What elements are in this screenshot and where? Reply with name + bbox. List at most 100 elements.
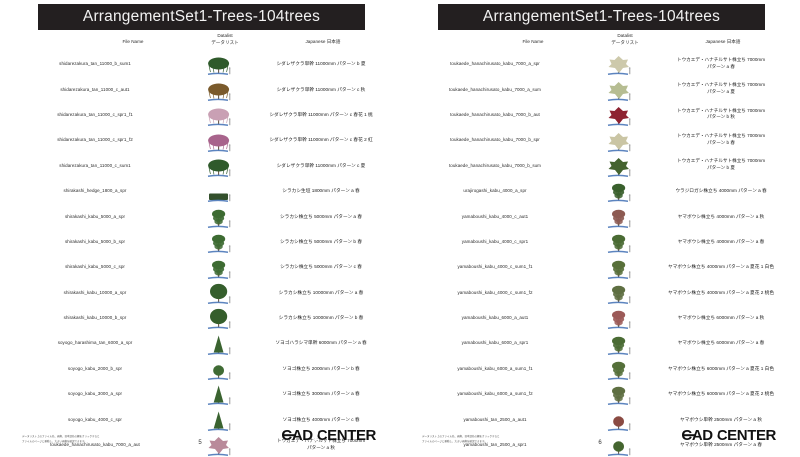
cell-thumbnail[interactable] — [190, 356, 248, 381]
cell-japanese-name[interactable]: シダレザクラ単幹 11000mm パターン c 秋 — [276, 86, 366, 92]
table-row[interactable]: yamaboushi_kabu_4000_c_sum1_f2 ヤマボウシ株立ち 4… — [400, 280, 800, 305]
cell-thumbnail[interactable] — [190, 330, 248, 355]
cell-file-name[interactable]: shirakashi_hedge_1800_a_spr — [63, 188, 127, 194]
table-row[interactable]: shidarezakura_tan_11000_c_spr1_f1 シダレザクラ単… — [0, 102, 400, 127]
cell-japanese-name[interactable]: ソヨゴハラシマ単幹 6000mm パターン a 春 — [275, 340, 367, 346]
cell-file-name[interactable]: yamaboushi_kabu_4000_c_sum1_f2 — [457, 289, 533, 295]
cell-file-name[interactable]: toukaede_hanachirusato_kabu_7000_a_sum — [449, 86, 541, 92]
table-row[interactable]: yamaboushi_kabu_4000_c_sum1_f1 ヤマボウシ株立ち 4… — [400, 254, 800, 279]
table-row[interactable]: yamaboushi_kabu_4000_c_aut1 ヤマボウシ株立ち 4000… — [400, 203, 800, 228]
table-row[interactable]: shirakashi_kabu_5000_b_spr シラカシ株立ち 5000mm… — [0, 229, 400, 254]
cell-thumbnail[interactable] — [590, 153, 648, 178]
table-row[interactable]: soyogo_kabu_2000_b_spr ソヨゴ株立ち 2000mm パターン… — [0, 356, 400, 381]
table-row[interactable]: shidarezakura_tan_11000_c_spr1_f2 シダレザクラ単… — [0, 127, 400, 152]
cell-japanese-name[interactable]: トウカエデ・ハナチルサト株立ち 7000mm パターン a 夏 — [676, 82, 766, 95]
cell-thumbnail[interactable] — [590, 178, 648, 203]
table-row[interactable]: yamaboushi_tan_2500_a_aut1 ヤマボウシ単幹 2500mm… — [400, 406, 800, 431]
cell-thumbnail[interactable] — [190, 381, 248, 406]
cell-japanese-name[interactable]: シラカシ生垣 1800mm パターン a 春 — [282, 188, 360, 194]
cell-japanese-name[interactable]: ヤマボウシ株立ち 6000mm パターン a 秋 — [677, 315, 765, 321]
table-row[interactable]: shidarezakura_tan_11000_c_aut1 シダレザクラ単幹 1… — [0, 76, 400, 101]
cell-file-name[interactable]: shirakashi_kabu_5000_a_spr — [64, 213, 126, 219]
cell-thumbnail[interactable] — [590, 280, 648, 305]
cell-file-name[interactable]: shirakashi_kabu_5000_b_spr — [64, 238, 126, 244]
cell-japanese-name[interactable]: ソヨゴ株立ち 2000mm パターン b 春 — [282, 365, 360, 371]
table-row[interactable]: toukaede_hanachirusato_kabu_7000_a_sum トウ… — [400, 76, 800, 101]
cell-file-name[interactable]: yamaboushi_kabu_4000_c_aut1 — [461, 213, 529, 219]
cell-thumbnail[interactable] — [590, 127, 648, 152]
cell-thumbnail[interactable] — [190, 51, 248, 76]
cell-thumbnail[interactable] — [190, 254, 248, 279]
cell-thumbnail[interactable] — [590, 330, 648, 355]
cell-file-name[interactable]: shirakashi_kabu_10000_b_spr — [63, 315, 127, 321]
cell-thumbnail[interactable] — [590, 305, 648, 330]
table-row[interactable]: shirakashi_kabu_10000_b_spr シラカシ株立ち 10000… — [0, 305, 400, 330]
cell-file-name[interactable]: shidarezakura_tan_11000_c_sum1 — [59, 162, 131, 168]
table-row[interactable]: yamaboushi_kabu_4000_c_spr1 ヤマボウシ株立ち 4000… — [400, 229, 800, 254]
table-row[interactable]: toukaede_hanachirusato_kabu_7000_b_spr トウ… — [400, 127, 800, 152]
table-row[interactable]: toukaede_hanachirusato_kabu_7000_b_sum トウ… — [400, 153, 800, 178]
cell-thumbnail[interactable] — [590, 102, 648, 127]
cell-thumbnail[interactable] — [190, 203, 248, 228]
cell-japanese-name[interactable]: ヤマボウシ株立ち 6000mm パターン a 春 — [677, 340, 765, 346]
table-row[interactable]: soyogo_kabu_3000_a_spr ソヨゴ株立ち 3000mm パターン… — [0, 381, 400, 406]
cell-thumbnail[interactable] — [590, 406, 648, 431]
table-row[interactable]: toukaede_hanachirusato_kabu_7000_b_aut トウ… — [400, 102, 800, 127]
cell-file-name[interactable]: shirakashi_kabu_10000_a_spr — [63, 289, 127, 295]
cell-thumbnail[interactable] — [190, 280, 248, 305]
cell-japanese-name[interactable]: シダレザクラ単幹 11000mm パターン b 夏 — [276, 61, 366, 67]
cell-japanese-name[interactable]: ヤマボウシ株立ち 4000mm パターン a 夏花 2 桃色 — [667, 289, 775, 295]
cell-file-name[interactable]: toukaede_hanachirusato_kabu_7000_b_spr — [450, 137, 540, 143]
cell-japanese-name[interactable]: ソヨゴ株立ち 3000mm パターン a 春 — [282, 391, 360, 397]
cell-thumbnail[interactable] — [190, 178, 248, 203]
cell-thumbnail[interactable] — [590, 51, 648, 76]
table-row[interactable]: soyogo_kabu_4000_c_spr ソヨゴ株立ち 4000mm パターン… — [0, 406, 400, 431]
cell-file-name[interactable]: yamaboushi_kabu_4000_c_sum1_f1 — [457, 264, 533, 270]
cell-thumbnail[interactable] — [190, 102, 248, 127]
cell-thumbnail[interactable] — [590, 356, 648, 381]
table-row[interactable]: shirakashi_hedge_1800_a_spr シラカシ生垣 1800mm… — [0, 178, 400, 203]
cell-japanese-name[interactable]: ヤマボウシ株立ち 4000mm パターン a 夏花 1 白色 — [667, 264, 775, 270]
cell-file-name[interactable]: shidarezakura_tan_11000_c_spr1_f1 — [57, 111, 133, 117]
table-row[interactable]: soyogo_harashima_tan_6000_a_spr ソヨゴハラシマ単幹… — [0, 330, 400, 355]
cell-file-name[interactable]: toukaede_hanachirusato_kabu_7000_a_aut — [50, 442, 140, 448]
cell-japanese-name[interactable]: シラカシ株立ち 10000mm パターン a 春 — [278, 289, 364, 295]
cell-file-name[interactable]: urajirogashi_kabu_4000_a_spr — [463, 188, 527, 194]
cell-thumbnail[interactable] — [590, 229, 648, 254]
cell-japanese-name[interactable]: シラカシ株立ち 5000mm パターン c 春 — [280, 264, 362, 270]
cell-japanese-name[interactable]: トウカエデ・ハナチルサト株立ち 7000mm パターン b 夏 — [676, 158, 766, 171]
cell-thumbnail[interactable] — [590, 381, 648, 406]
table-row[interactable]: yamaboushi_kabu_6000_a_spr1 ヤマボウシ株立ち 6000… — [400, 330, 800, 355]
table-row[interactable]: yamaboushi_kabu_6000_a_sum1_f1 ヤマボウシ株立ち 6… — [400, 356, 800, 381]
cell-file-name[interactable]: yamaboushi_kabu_6000_a_sum1_f2 — [457, 391, 533, 397]
cell-file-name[interactable]: yamaboushi_kabu_6000_a_sum1_f1 — [457, 365, 533, 371]
cell-file-name[interactable]: yamaboushi_tan_2500_a_aut1 — [463, 416, 527, 422]
table-row[interactable]: shirakashi_kabu_5000_a_spr シラカシ株立ち 5000mm… — [0, 203, 400, 228]
cell-thumbnail[interactable] — [190, 305, 248, 330]
cell-file-name[interactable]: soyogo_kabu_2000_b_spr — [67, 365, 123, 371]
cell-file-name[interactable]: shidarezakura_tan_11000_b_sum1 — [59, 61, 131, 67]
cell-file-name[interactable]: yamaboushi_kabu_6000_a_aut1 — [461, 315, 529, 321]
cell-file-name[interactable]: shirakashi_kabu_5000_c_spr — [65, 264, 125, 270]
table-row[interactable]: shirakashi_kabu_10000_a_spr シラカシ株立ち 10000… — [0, 280, 400, 305]
cell-japanese-name[interactable]: トウカエデ・ハナチルサト株立ち 7000mm パターン b 春 — [676, 132, 766, 145]
cell-japanese-name[interactable]: シダレザクラ単幹 11000mm パターン c 春花 1 桃 — [269, 111, 373, 117]
cell-japanese-name[interactable]: シラカシ株立ち 5000mm パターン b 春 — [279, 238, 363, 244]
table-row[interactable]: yamaboushi_kabu_6000_a_sum1_f2 ヤマボウシ株立ち 6… — [400, 381, 800, 406]
cell-file-name[interactable]: yamaboushi_kabu_4000_c_spr1 — [461, 238, 529, 244]
cell-file-name[interactable]: soyogo_harashima_tan_6000_a_spr — [57, 340, 133, 346]
cell-thumbnail[interactable] — [190, 406, 248, 431]
cell-japanese-name[interactable]: ソヨゴ株立ち 4000mm パターン c 春 — [282, 416, 360, 422]
cell-japanese-name[interactable]: ヤマボウシ単幹 2500mm パターン a 秋 — [679, 416, 763, 422]
cell-thumbnail[interactable] — [190, 127, 248, 152]
table-row[interactable]: urajirogashi_kabu_4000_a_spr ウラジロガシ株立ち 40… — [400, 178, 800, 203]
table-row[interactable]: yamaboushi_kabu_6000_a_aut1 ヤマボウシ株立ち 6000… — [400, 305, 800, 330]
cell-japanese-name[interactable]: ヤマボウシ株立ち 4000mm パターン a 秋 — [677, 213, 765, 219]
table-row[interactable]: shidarezakura_tan_11000_c_sum1 シダレザクラ単幹 1… — [0, 153, 400, 178]
cell-file-name[interactable]: toukaede_hanachirusato_kabu_7000_b_aut — [450, 111, 540, 117]
cell-japanese-name[interactable]: シダレザクラ単幹 11000mm パターン c 春花 2 紅 — [269, 137, 373, 143]
cell-file-name[interactable]: toukaede_hanachirusato_kabu_7000_b_sum — [449, 162, 541, 168]
cell-file-name[interactable]: shidarezakura_tan_11000_c_spr1_f2 — [57, 137, 133, 143]
cell-thumbnail[interactable] — [190, 229, 248, 254]
cell-japanese-name[interactable]: ヤマボウシ単幹 2500mm パターン a 春 — [679, 442, 763, 448]
